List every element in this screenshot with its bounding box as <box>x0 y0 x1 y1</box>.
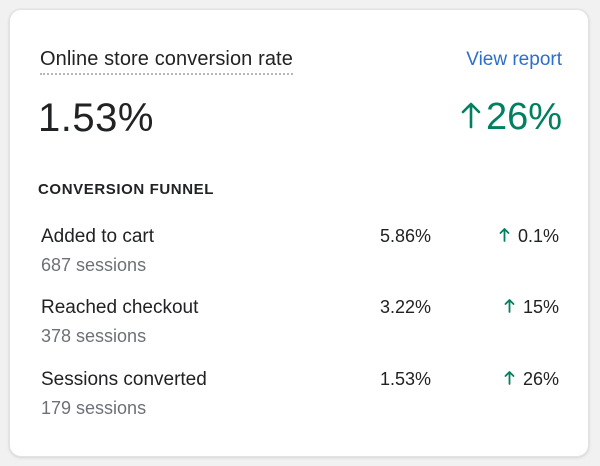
funnel-row-change-value: 15% <box>522 297 559 317</box>
funnel-row-rate: 5.86% <box>379 226 431 246</box>
card-title[interactable]: Online store conversion rate <box>40 48 293 75</box>
arrow-up-icon <box>504 297 515 318</box>
funnel-row-change-value: 0.1% <box>517 226 559 246</box>
view-report-link[interactable]: View report <box>466 49 562 70</box>
section-label: CONVERSION FUNNEL <box>38 181 215 198</box>
funnel-row-rate: 1.53% <box>379 369 431 389</box>
funnel-row-rate: 3.22% <box>379 297 431 317</box>
funnel-row-reached-checkout: Reached checkout 378 sessions 3.22% 15% <box>10 297 588 361</box>
funnel-row-label: Sessions converted <box>41 369 207 390</box>
arrow-up-icon <box>499 226 510 247</box>
conversion-rate-change: 26% <box>460 96 562 139</box>
funnel-row-label: Added to cart <box>41 226 155 247</box>
funnel-row-sessions: 179 sessions <box>41 398 147 418</box>
arrow-up-icon <box>504 369 515 390</box>
funnel-row-change-value: 26% <box>522 369 559 389</box>
conversion-rate-value: 1.53% <box>38 96 154 140</box>
conversion-rate-change-value: 26% <box>485 96 562 138</box>
funnel-row-sessions-converted: Sessions converted 179 sessions 1.53% 26… <box>10 369 588 433</box>
conversion-rate-card: Online store conversion rate View report… <box>9 9 589 457</box>
funnel-row-added-to-cart: Added to cart 687 sessions 5.86% 0.1% <box>10 226 588 290</box>
funnel-row-change: 15% <box>504 297 559 318</box>
funnel-row-change: 0.1% <box>499 226 559 247</box>
funnel-row-sessions: 378 sessions <box>41 326 147 346</box>
funnel-row-sessions: 687 sessions <box>41 255 147 275</box>
funnel-row-label: Reached checkout <box>41 297 199 318</box>
funnel-row-change: 26% <box>504 369 559 390</box>
arrow-up-icon <box>460 96 482 139</box>
